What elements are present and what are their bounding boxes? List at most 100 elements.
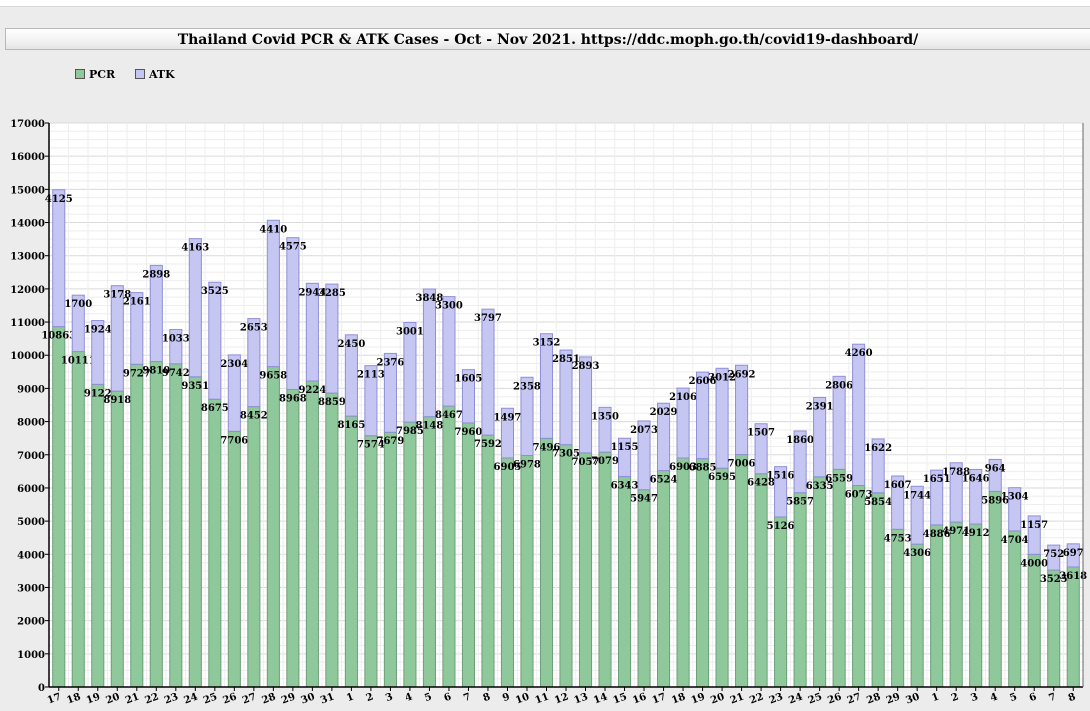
data-label-pcr: 7305 bbox=[552, 449, 580, 460]
bar-atk bbox=[696, 371, 710, 460]
bar-atk bbox=[403, 322, 417, 423]
data-label-atk: 2893 bbox=[572, 361, 600, 372]
x-tick-label: 4 bbox=[989, 691, 999, 704]
bar-atk bbox=[969, 468, 983, 525]
bar-pcr bbox=[910, 543, 924, 688]
bar-atk bbox=[774, 466, 788, 518]
bar-pcr bbox=[930, 524, 944, 688]
bar-pcr bbox=[1066, 566, 1080, 688]
bar-atk bbox=[656, 402, 671, 472]
data-label-pcr: 4912 bbox=[962, 528, 990, 539]
bar-atk bbox=[71, 294, 85, 353]
bar-atk bbox=[735, 364, 749, 456]
x-tick-label: 31 bbox=[319, 691, 336, 706]
data-label-atk: 1744 bbox=[903, 490, 931, 501]
bar-pcr bbox=[188, 376, 202, 688]
x-tick-label: 23 bbox=[768, 691, 785, 706]
bar-pcr bbox=[461, 422, 476, 688]
bar-atk bbox=[305, 282, 319, 382]
x-tick-label: 27 bbox=[241, 691, 258, 706]
x-tick-label: 27 bbox=[846, 691, 863, 706]
data-label-pcr: 5854 bbox=[864, 497, 892, 508]
data-label-atk: 1622 bbox=[864, 443, 892, 454]
data-label-atk: 1350 bbox=[591, 411, 619, 422]
data-label-pcr: 4971 bbox=[942, 526, 970, 537]
x-tick-label: 10 bbox=[514, 691, 531, 706]
x-tick-label: 13 bbox=[573, 691, 590, 706]
bar-atk bbox=[364, 365, 378, 437]
data-label-atk: 2391 bbox=[806, 402, 834, 413]
data-label-atk: 2653 bbox=[240, 323, 268, 334]
bar-atk bbox=[793, 430, 807, 494]
bar-pcr bbox=[422, 416, 436, 688]
top-strip bbox=[0, 0, 1090, 7]
bar-pcr bbox=[208, 398, 222, 688]
data-label-atk: 2851 bbox=[552, 354, 580, 365]
data-label-pcr: 9658 bbox=[259, 371, 287, 382]
data-label-atk: 1788 bbox=[942, 467, 970, 478]
data-label-pcr: 9742 bbox=[162, 368, 190, 379]
data-label-atk: 3797 bbox=[474, 313, 502, 324]
bar-atk bbox=[832, 375, 846, 470]
data-label-atk: 1924 bbox=[84, 325, 112, 336]
data-label-atk: 1507 bbox=[747, 428, 775, 439]
bar-pcr bbox=[852, 485, 866, 688]
x-tick-label: 19 bbox=[690, 691, 707, 706]
bar-atk bbox=[422, 288, 436, 418]
x-tick-label: 19 bbox=[85, 691, 102, 706]
bar-pcr bbox=[149, 361, 163, 688]
data-label-pcr: 6885 bbox=[689, 463, 717, 474]
data-label-pcr: 6978 bbox=[513, 459, 541, 470]
data-label-atk: 4260 bbox=[845, 348, 873, 359]
bar-pcr bbox=[247, 406, 261, 688]
data-label-atk: 2029 bbox=[650, 407, 678, 418]
chart-title: Thailand Covid PCR & ATK Cases - Oct - N… bbox=[177, 32, 919, 48]
x-tick-label: 5 bbox=[423, 691, 433, 704]
data-label-atk: 4410 bbox=[259, 224, 287, 235]
data-label-atk: 1497 bbox=[494, 412, 522, 423]
y-tick-label: 12000 bbox=[10, 285, 45, 296]
data-label-atk: 1651 bbox=[923, 474, 951, 485]
bar-pcr bbox=[578, 452, 593, 688]
x-tick-label: 6 bbox=[1028, 691, 1038, 704]
data-label-pcr: 3525 bbox=[1040, 574, 1068, 585]
bar-atk bbox=[91, 320, 105, 385]
y-tick-label: 4000 bbox=[17, 550, 45, 561]
x-tick-label: 3 bbox=[384, 691, 394, 704]
data-label-pcr: 6343 bbox=[611, 481, 639, 492]
bar-atk bbox=[188, 238, 202, 378]
bar-atk bbox=[110, 285, 124, 392]
data-label-atk: 2944 bbox=[298, 287, 326, 298]
bar-pcr bbox=[130, 363, 144, 688]
y-tick-label: 3000 bbox=[17, 583, 45, 594]
bar-atk bbox=[481, 308, 495, 436]
bar-atk bbox=[559, 349, 573, 446]
data-label-pcr: 5947 bbox=[630, 494, 658, 505]
bar-atk bbox=[520, 376, 534, 456]
y-tick-label: 7000 bbox=[17, 451, 45, 462]
bar-pcr bbox=[617, 476, 632, 688]
data-label-pcr: 9727 bbox=[123, 368, 151, 379]
data-label-atk: 3848 bbox=[416, 293, 444, 304]
data-label-pcr: 7592 bbox=[474, 439, 502, 450]
bar-atk bbox=[52, 189, 66, 328]
x-tick-label: 20 bbox=[104, 691, 121, 706]
bar-atk bbox=[813, 397, 827, 478]
bar-pcr bbox=[266, 366, 280, 688]
data-label-atk: 2113 bbox=[357, 370, 385, 381]
bar-pcr bbox=[520, 454, 534, 688]
x-tick-label: 18 bbox=[670, 691, 687, 706]
y-tick-label: 13000 bbox=[10, 252, 45, 263]
x-tick-label: 24 bbox=[787, 691, 804, 706]
data-label-atk: 1646 bbox=[962, 473, 990, 484]
bar-pcr bbox=[813, 476, 827, 688]
data-label-pcr: 3618 bbox=[1059, 571, 1087, 582]
data-label-atk: 2898 bbox=[142, 269, 170, 280]
bar-atk bbox=[1066, 543, 1080, 568]
data-label-pcr: 6073 bbox=[845, 490, 873, 501]
bar-atk bbox=[149, 264, 163, 363]
data-label-atk: 1605 bbox=[455, 374, 483, 385]
bar-atk bbox=[344, 334, 358, 417]
